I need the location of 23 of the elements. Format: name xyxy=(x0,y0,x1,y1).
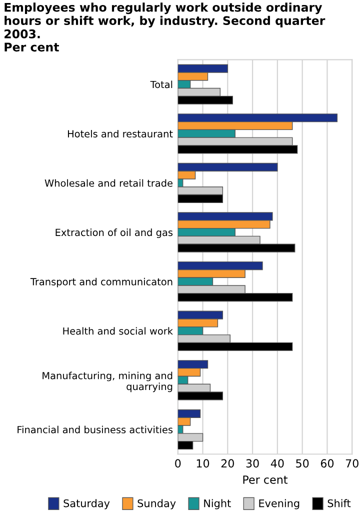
legend-label: Saturday xyxy=(64,499,110,510)
y-tick-label: Wholesale and retail trade xyxy=(44,179,172,187)
x-tick-label: 60 xyxy=(320,459,334,468)
legend-label: Sunday xyxy=(138,499,176,510)
x-tick-label: 70 xyxy=(346,459,358,468)
y-tick-label: Manufacturing, mining and quarrying xyxy=(42,372,172,392)
y-tick-label: Total xyxy=(150,80,172,88)
legend-label: Evening xyxy=(259,499,300,510)
x-tick-label: 40 xyxy=(270,459,284,468)
x-tick-label: 30 xyxy=(246,459,259,468)
legend-label: Night xyxy=(204,499,231,510)
x-tick-label: 10 xyxy=(196,459,210,468)
y-tick-label: Extraction of oil and gas xyxy=(56,228,173,238)
y-tick-label: Health and social work xyxy=(63,327,173,335)
y-tick-label: Transport and communicaton xyxy=(30,278,172,288)
legend-label: Shift xyxy=(328,499,351,508)
x-tick-label: 0 xyxy=(175,459,181,468)
y-tick-label: Hotels and restaurant xyxy=(68,130,173,138)
x-tick-label: 20 xyxy=(221,459,234,468)
x-axis-title: Per cent xyxy=(243,476,288,484)
chart-title: Employees who regularly work outside ordinary hours or shift work, by industry. Second quarter 2003. Per cent xyxy=(4,2,326,52)
y-tick-label: Financial and business activities xyxy=(18,426,173,434)
x-tick-label: 50 xyxy=(296,459,309,468)
